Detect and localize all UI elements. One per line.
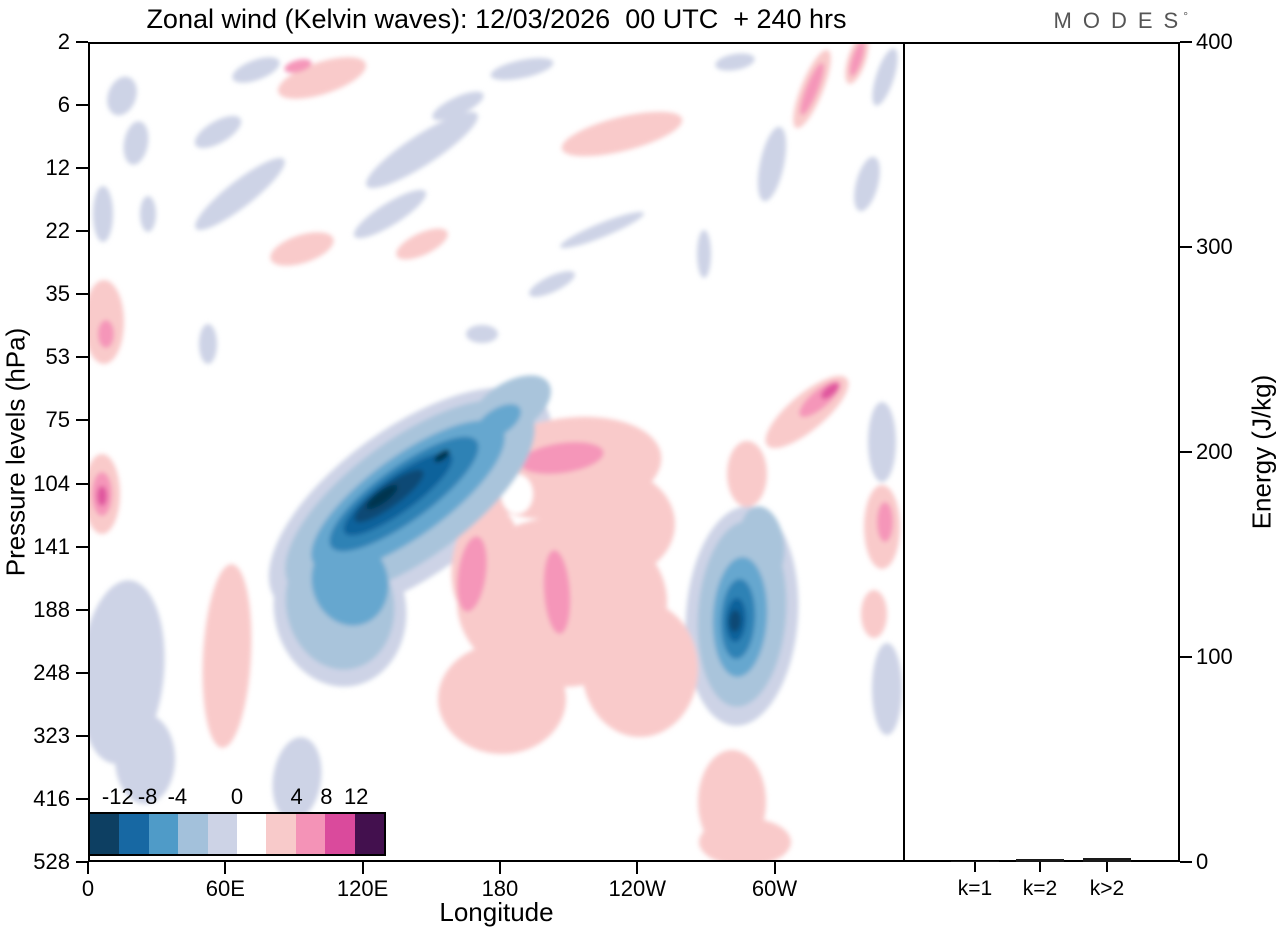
energy-tick-mark	[1180, 861, 1192, 863]
colorbar-cell	[148, 814, 179, 854]
pressure-tick-label: 528	[33, 849, 70, 874]
pressure-tick-label: 416	[33, 785, 70, 811]
k-category-label: k=2	[1022, 877, 1058, 900]
colorbar-cell	[354, 814, 385, 854]
energy-tick-mark	[1180, 246, 1192, 248]
pressure-tick-mark	[76, 356, 88, 359]
pressure-tick-label: 75	[45, 407, 70, 433]
pressure-tick-mark	[76, 734, 88, 737]
negative-anomaly-shapes	[285, 375, 787, 707]
longitude-tick-label: 120W	[608, 876, 666, 901]
pressure-tick-mark	[76, 41, 88, 43]
x-axis-label-longitude: Longitude	[439, 897, 554, 927]
colorbar-cell	[266, 814, 296, 854]
weak-positive-anomaly-shapes	[90, 44, 900, 860]
pressure-tick-label: 22	[45, 218, 70, 244]
longitude-tick-label: 180	[481, 876, 519, 901]
longitude-tick-label: 0	[81, 876, 95, 901]
pressure-tick-label: 188	[33, 596, 70, 622]
colorbar-tick-label: 12	[343, 784, 369, 809]
energy-tick-label: 400	[1196, 29, 1233, 54]
colorbar-cell	[237, 814, 267, 854]
energy-bar	[1016, 859, 1064, 862]
energy-tick-mark	[1180, 656, 1192, 658]
pressure-tick-mark	[76, 608, 88, 611]
colorbar-tick-label: 8	[320, 784, 333, 809]
longitude-tick-mark	[224, 862, 227, 874]
longitude-tick-label: 120E	[336, 876, 389, 901]
pressure-tick-label: 2	[57, 29, 70, 54]
longitude-tick-label: 60W	[751, 876, 798, 901]
longitude-tick-mark	[773, 862, 776, 874]
pressure-tick-mark	[76, 671, 88, 674]
chart-title: Zonal wind (Kelvin waves): 12/03/2026 00…	[146, 4, 847, 34]
pressure-tick-label: 323	[33, 722, 70, 748]
energy-bar	[1083, 858, 1131, 862]
k-tick-mark	[1106, 862, 1108, 872]
pressure-tick-mark	[76, 797, 88, 800]
longitude-tick-mark	[361, 862, 364, 874]
pressure-tick-mark	[76, 167, 88, 170]
pressure-tick-mark	[76, 545, 88, 548]
energy-bar	[951, 861, 999, 862]
colorbar-tick-label: -4	[167, 784, 188, 809]
colorbar-tick-labels: -12 -8 -4 0 4 8 12	[88, 784, 386, 810]
panel-divider	[903, 42, 905, 862]
pressure-tick-mark	[76, 293, 88, 296]
positive-anomaly-cores	[92, 44, 893, 634]
modes-logo-text: MODES	[1053, 8, 1190, 33]
energy-tick-label: 200	[1196, 439, 1233, 464]
energy-tick-mark	[1180, 41, 1192, 43]
strong-positive-anomaly-cores	[97, 382, 840, 506]
longitude-tick-mark	[636, 862, 639, 874]
energy-tick-mark	[1180, 451, 1192, 453]
colorbar	[88, 812, 386, 856]
colorbar-cell	[119, 814, 149, 854]
pressure-tick-label: 53	[45, 344, 70, 370]
pressure-tick-mark	[76, 482, 88, 485]
colorbar-cell	[295, 814, 326, 854]
modes-logo: MODES°	[1054, 8, 1189, 34]
longitude-tick-label: 60E	[205, 876, 245, 901]
pressure-tick-label: 104	[33, 470, 70, 496]
colorbar-cell	[178, 814, 208, 854]
pressure-tick-label: 35	[45, 281, 70, 307]
pressure-tick-mark	[76, 104, 88, 107]
pressure-tick-label: 248	[33, 659, 70, 685]
pressure-tick-label: 6	[57, 92, 70, 118]
energy-tick-label: 100	[1196, 644, 1233, 669]
pressure-tick-mark	[76, 230, 88, 233]
energy-tick-label: 0	[1196, 849, 1209, 874]
k-category-label: k=1	[957, 877, 993, 900]
pressure-tick-mark	[76, 861, 88, 863]
pressure-tick-label: 141	[33, 533, 70, 559]
longitude-tick-mark	[87, 862, 89, 874]
colorbar-tick-label: 4	[290, 784, 303, 809]
k-tick-mark	[974, 862, 976, 872]
colorbar-cell	[90, 814, 120, 854]
pressure-tick-label: 12	[45, 155, 70, 181]
modes-logo-degree-mark: °	[1183, 8, 1188, 23]
plot-frame	[88, 42, 1180, 862]
pressure-tick-mark	[76, 419, 88, 422]
colorbar-tick-label: -8	[137, 784, 158, 809]
colorbar-tick-label: 0	[230, 784, 244, 809]
colorbar-cell	[325, 814, 355, 854]
colorbar-tick-label: -12	[101, 784, 134, 809]
k-category-label: k>2	[1089, 877, 1125, 900]
contour-field	[90, 44, 902, 860]
colorbar-cell	[207, 814, 238, 854]
longitude-tick-mark	[498, 862, 501, 874]
k-tick-mark	[1039, 862, 1041, 872]
energy-tick-label: 300	[1196, 234, 1233, 259]
